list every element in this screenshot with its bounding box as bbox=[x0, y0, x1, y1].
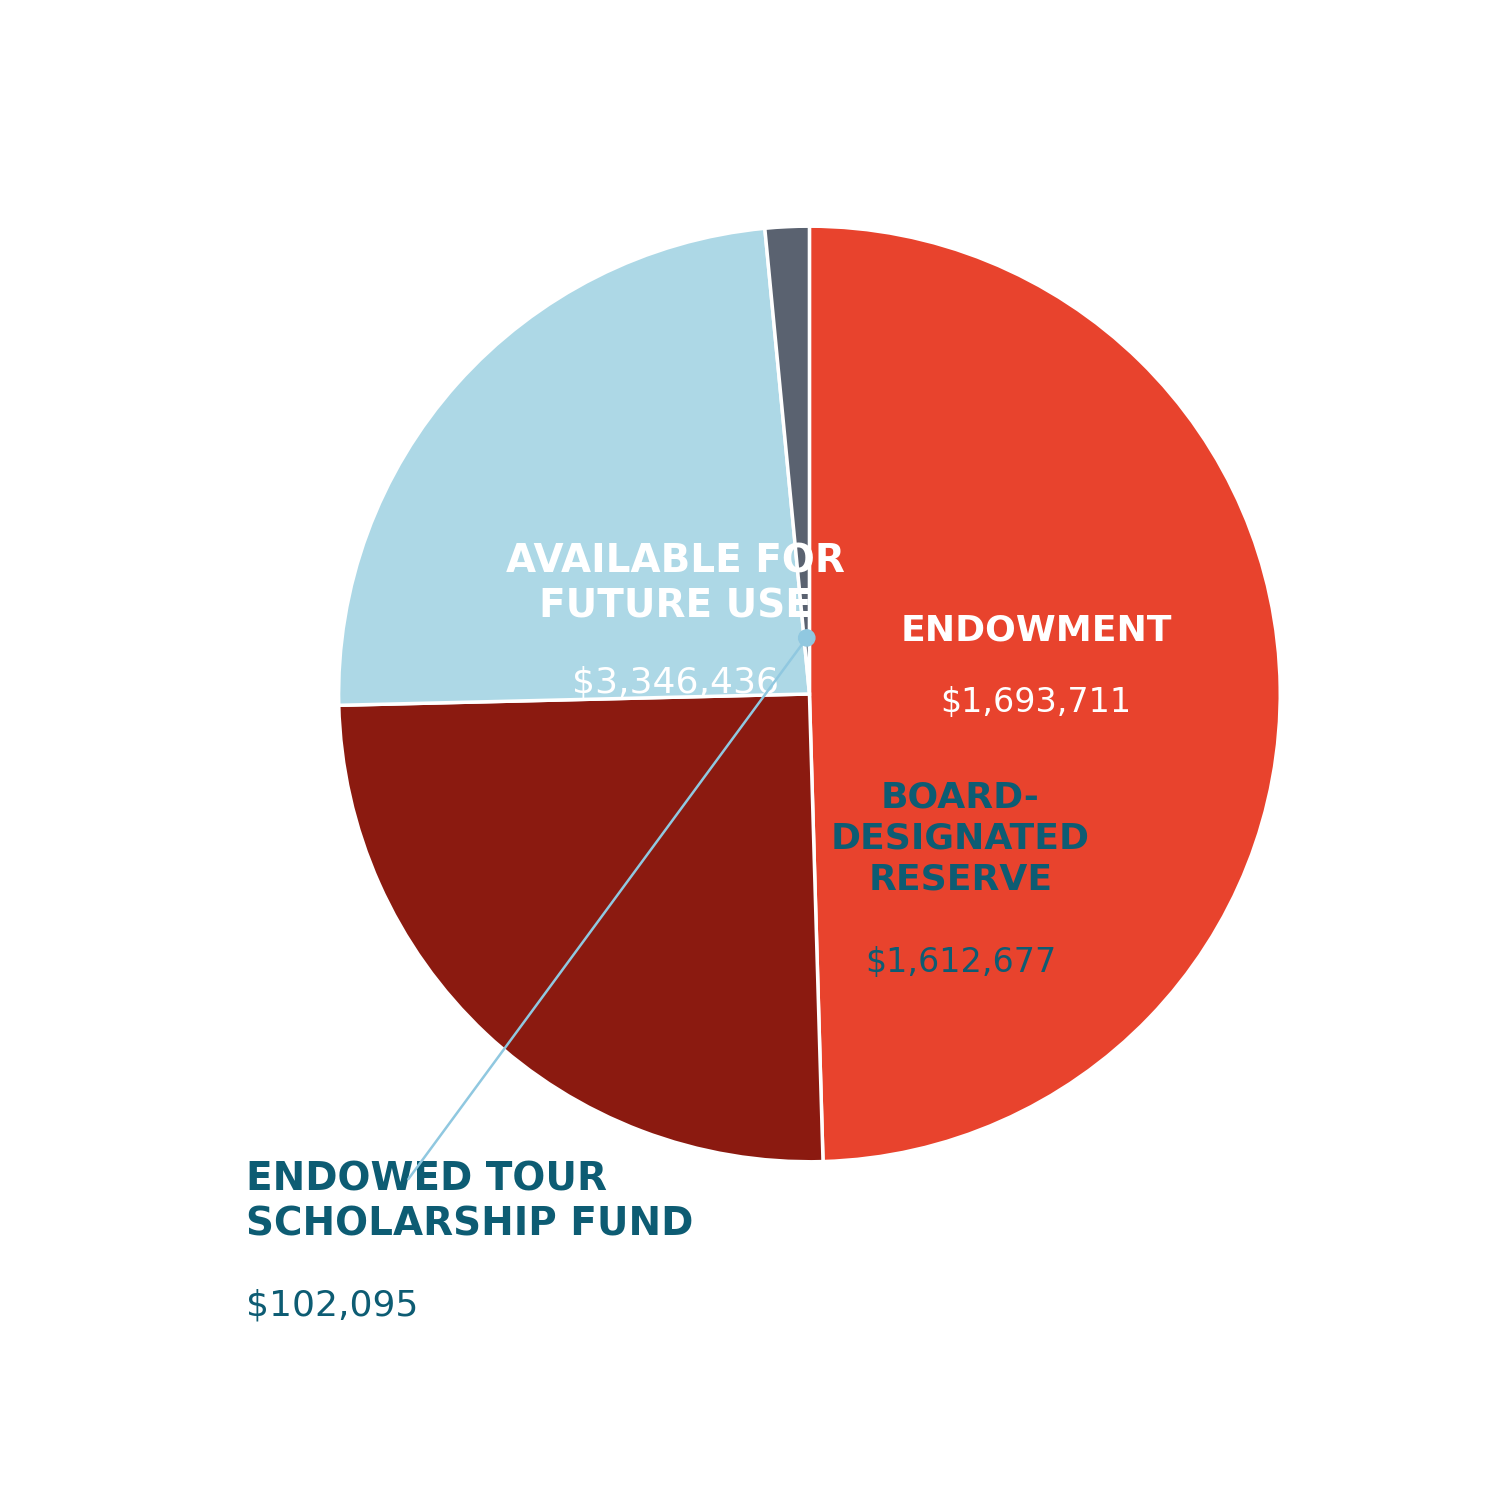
Wedge shape bbox=[339, 228, 810, 705]
Text: $3,346,436: $3,346,436 bbox=[573, 666, 780, 700]
Text: $1,693,711: $1,693,711 bbox=[940, 686, 1131, 718]
Circle shape bbox=[798, 630, 814, 646]
Wedge shape bbox=[810, 226, 1280, 1161]
Text: ENDOWMENT: ENDOWMENT bbox=[900, 614, 1172, 648]
Text: $1,612,677: $1,612,677 bbox=[865, 946, 1056, 980]
Text: ENDOWED TOUR
SCHOLARSHIP FUND: ENDOWED TOUR SCHOLARSHIP FUND bbox=[246, 1161, 693, 1244]
Wedge shape bbox=[339, 694, 824, 1161]
Text: $102,095: $102,095 bbox=[246, 1288, 418, 1323]
Text: AVAILABLE FOR
FUTURE USE: AVAILABLE FOR FUTURE USE bbox=[507, 543, 844, 626]
Wedge shape bbox=[765, 226, 810, 694]
Text: BOARD-
DESIGNATED
RESERVE: BOARD- DESIGNATED RESERVE bbox=[831, 780, 1090, 896]
